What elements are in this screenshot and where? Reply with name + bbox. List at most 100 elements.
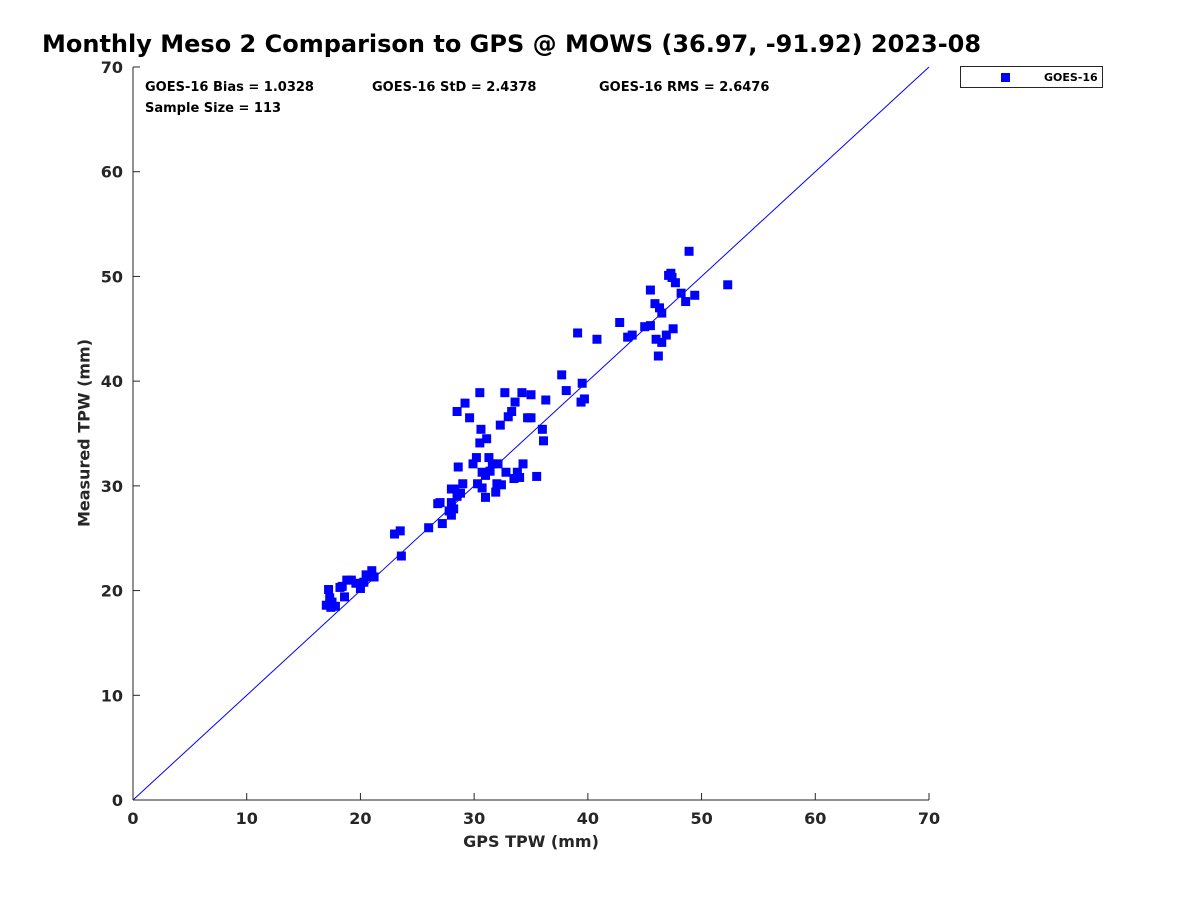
data-point [645,285,655,295]
data-point [367,566,377,576]
data-point [337,581,347,591]
std-stat: GOES-16 StD = 2.4378 [372,80,537,95]
data-points-layer [321,246,733,612]
data-point [517,388,527,398]
data-point [471,453,481,463]
data-point [509,474,519,484]
data-point [452,407,462,417]
y-axis-label: Measured TPW (mm) [74,338,94,528]
data-point [510,397,520,407]
data-point [481,470,491,480]
data-point [670,278,680,288]
data-point [326,602,336,612]
data-point [640,322,650,332]
data-point [324,585,334,595]
data-point [342,575,352,585]
data-point [653,351,663,361]
data-point [657,308,667,318]
data-point [346,575,356,585]
data-point [627,330,637,340]
data-point [573,328,583,338]
data-point [351,578,361,588]
data-point [396,551,406,561]
data-point [645,321,655,331]
data-point [487,459,497,469]
data-point [330,601,340,611]
x-tick-label: 40 [577,809,599,828]
data-point [615,318,625,328]
data-point [340,592,350,602]
data-point [424,523,434,533]
data-point [477,483,487,493]
data-point [468,459,478,469]
data-point [453,462,463,472]
legend-label: GOES-16 [1044,71,1098,84]
y-tick-label: 40 [101,372,123,391]
data-point [482,434,492,444]
data-point [518,459,528,469]
data-point [501,467,511,477]
x-tick-label: 50 [690,809,712,828]
data-point [667,272,677,282]
data-point [493,459,503,469]
axes [132,67,929,801]
data-point [650,299,660,309]
bias-stat: GOES-16 Bias = 1.0328 [145,80,314,95]
data-point [365,572,375,582]
data-point [537,424,547,434]
y-tick-label: 10 [101,686,123,705]
data-point [539,436,549,446]
data-point [681,297,691,307]
y-tick-label: 20 [101,582,123,601]
data-point [321,600,331,610]
data-point [455,488,465,498]
data-point [449,504,459,514]
data-point [495,420,505,430]
data-point [654,303,664,313]
data-point [475,438,485,448]
x-tick-label: 70 [918,809,940,828]
y-tick-label: 30 [101,477,123,496]
legend: GOES-16 [960,66,1103,88]
y-tick-label: 0 [112,791,123,810]
data-point [676,288,686,298]
data-point [500,388,510,398]
data-point [458,479,468,489]
chart-title: Monthly Meso 2 Comparison to GPS @ MOWS … [42,30,982,58]
data-point [623,332,633,342]
data-point [557,370,567,380]
data-point [446,510,456,520]
one-to-one-line [132,66,930,801]
x-tick-label: 10 [236,809,258,828]
x-axis-label: GPS TPW (mm) [463,832,599,851]
y-tick-label: 70 [101,58,123,77]
data-point [484,453,494,463]
data-point [437,519,447,529]
data-point [435,498,445,508]
x-tick-label: 20 [349,809,371,828]
y-tick-label: 60 [101,163,123,182]
data-point [390,529,400,539]
x-tick-label: 0 [127,809,138,828]
tick-layer: 0 10 20 30 40 50 60 70 0 10 20 30 40 50 60 70 [101,58,940,828]
data-point [515,472,525,482]
data-point [579,394,589,404]
data-point [561,386,571,396]
reference-line-layer [132,66,930,801]
data-point [507,407,517,417]
data-point [532,471,542,481]
x-tick-label: 60 [804,809,826,828]
data-point [395,526,405,536]
data-point [661,330,671,340]
data-point [592,334,602,344]
data-point [355,583,365,593]
data-point [491,487,501,497]
data-point [446,498,456,508]
data-point [723,280,733,290]
sample-size-stat: Sample Size = 113 [145,101,282,116]
data-point [526,390,536,400]
data-point [476,424,486,434]
data-point [465,413,475,423]
rms-stat: GOES-16 RMS = 2.6476 [599,80,770,95]
